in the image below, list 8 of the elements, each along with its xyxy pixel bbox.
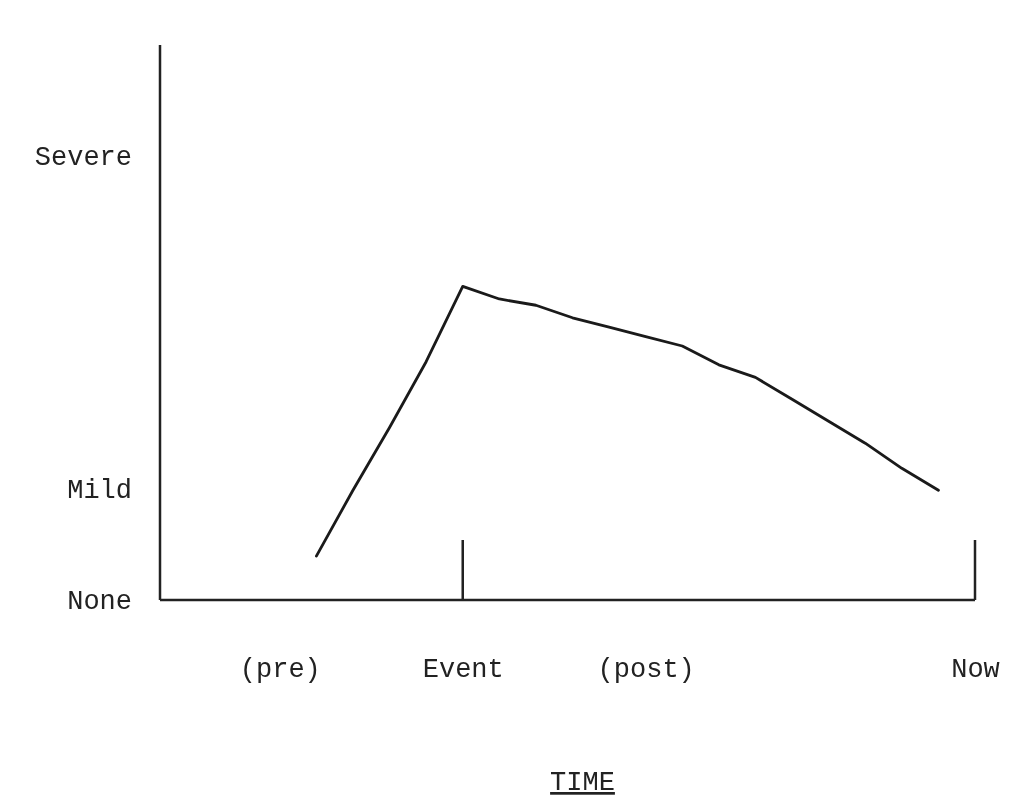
text: Mild — [67, 476, 132, 507]
x-axis-title: TIME — [550, 768, 615, 798]
x-tick-label: (post) — [597, 655, 695, 686]
text: Severe — [34, 143, 132, 174]
x-tick-label: Now — [951, 655, 1000, 686]
x-tick-label: Event — [422, 655, 504, 686]
x-tick-label: (pre) — [239, 655, 321, 686]
text: None — [67, 587, 132, 618]
